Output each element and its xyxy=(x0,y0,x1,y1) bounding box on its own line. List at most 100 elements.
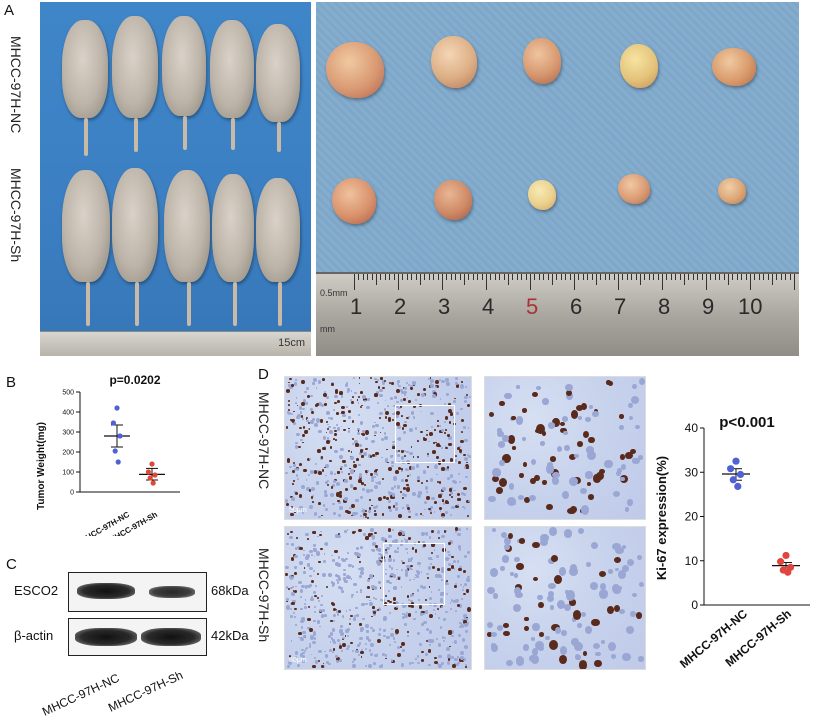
nucleus xyxy=(430,411,434,415)
nucleus xyxy=(338,645,342,649)
nucleus xyxy=(302,407,305,410)
nucleus xyxy=(561,630,567,637)
nucleus xyxy=(320,614,324,618)
nucleus xyxy=(557,599,566,610)
nucleus xyxy=(406,611,409,615)
ruler-tick xyxy=(481,274,483,280)
ruler-tick xyxy=(380,274,382,280)
ruler-tick xyxy=(776,274,778,280)
nucleus xyxy=(436,473,439,476)
nucleus xyxy=(455,582,458,585)
tumor xyxy=(434,180,472,220)
nucleus xyxy=(460,451,463,454)
nucleus xyxy=(369,455,372,459)
nucleus xyxy=(288,587,291,590)
tumor xyxy=(618,174,650,204)
nucleus xyxy=(349,507,352,510)
nucleus xyxy=(329,649,332,652)
nucleus xyxy=(317,650,322,654)
nucleus xyxy=(397,437,402,442)
nucleus xyxy=(352,443,355,446)
nucleus xyxy=(430,379,434,383)
nucleus xyxy=(331,638,335,642)
nucleus xyxy=(294,651,299,656)
nucleus xyxy=(505,660,513,667)
ruler-tick xyxy=(670,274,672,280)
nucleus xyxy=(406,450,409,453)
nucleus xyxy=(302,651,305,655)
nucleus xyxy=(327,480,330,482)
nucleus xyxy=(391,567,394,570)
nucleus xyxy=(434,379,439,384)
nucleus xyxy=(353,531,356,534)
nucleus xyxy=(344,510,349,514)
nucleus xyxy=(420,482,424,485)
nucleus xyxy=(325,395,329,399)
nucleus xyxy=(305,429,309,433)
zoom-box xyxy=(395,405,455,463)
nucleus xyxy=(577,623,583,628)
nucleus xyxy=(400,469,403,472)
data-point xyxy=(732,457,740,465)
nucleus xyxy=(433,549,436,552)
nucleus xyxy=(352,463,357,469)
nucleus xyxy=(324,508,328,512)
panel-d-row-label-sh: MHCC-97H-Sh xyxy=(256,548,272,643)
nucleus xyxy=(291,592,296,596)
nucleus xyxy=(356,458,359,461)
nucleus xyxy=(408,428,413,432)
nucleus xyxy=(380,377,383,380)
nucleus xyxy=(353,582,358,587)
nucleus xyxy=(372,606,375,610)
nucleus xyxy=(337,585,342,590)
nucleus xyxy=(394,501,399,506)
nucleus xyxy=(376,378,379,381)
nucleus xyxy=(416,589,420,592)
nucleus xyxy=(359,405,363,409)
nucleus xyxy=(369,652,374,657)
nucleus xyxy=(301,401,306,407)
nucleus xyxy=(295,402,297,405)
nucleus xyxy=(440,579,443,582)
nucleus xyxy=(329,439,331,442)
nucleus xyxy=(488,412,495,418)
nucleus xyxy=(430,506,434,509)
nucleus xyxy=(331,382,334,386)
ruler-tick xyxy=(354,274,355,290)
nucleus xyxy=(289,608,292,611)
nucleus xyxy=(451,641,454,644)
nucleus xyxy=(287,664,291,669)
nucleus xyxy=(404,394,407,397)
ruler-number: 5 xyxy=(526,294,539,319)
nucleus xyxy=(460,418,464,423)
nucleus xyxy=(570,410,578,420)
nucleus xyxy=(463,493,467,497)
nucleus xyxy=(425,599,428,602)
nucleus xyxy=(340,425,343,428)
nucleus xyxy=(455,599,459,603)
nucleus xyxy=(366,469,369,472)
nucleus xyxy=(398,384,401,387)
nucleus xyxy=(378,607,381,609)
nucleus xyxy=(314,463,317,466)
nucleus xyxy=(371,615,373,618)
nucleus xyxy=(294,616,296,618)
nucleus xyxy=(342,459,346,464)
nucleus xyxy=(580,488,587,494)
nucleus xyxy=(446,392,450,396)
nucleus xyxy=(292,600,294,603)
nucleus xyxy=(384,432,387,435)
nucleus xyxy=(309,408,313,412)
nucleus xyxy=(535,640,544,650)
nucleus xyxy=(351,504,355,509)
nucleus xyxy=(324,480,328,484)
nucleus xyxy=(315,387,318,390)
nucleus xyxy=(367,398,370,402)
nucleus xyxy=(582,430,589,438)
nucleus xyxy=(585,625,593,634)
nucleus xyxy=(441,379,445,384)
nucleus xyxy=(486,632,493,637)
nucleus xyxy=(621,652,631,662)
nucleus xyxy=(360,629,363,633)
